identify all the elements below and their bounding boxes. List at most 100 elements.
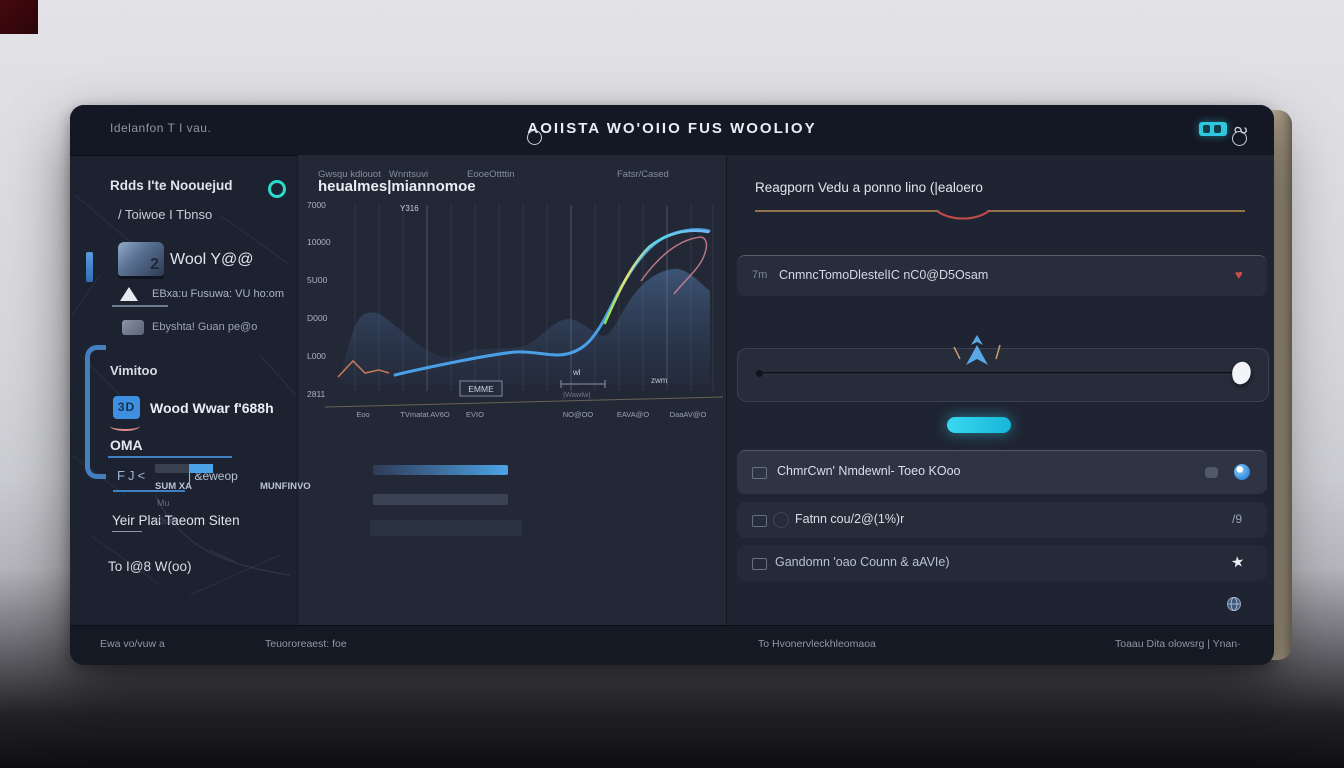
annotation-mid-sub: |Wawlw|: [563, 390, 590, 399]
app-header: Idelanfon T I vau. AOIISTA WO'OIIO FUS W…: [70, 105, 1274, 156]
y-tick: L000: [307, 351, 326, 361]
mini-progress-fill: [189, 464, 213, 473]
sidebar-section-label: Vimitoo: [110, 363, 158, 378]
header-left-text: Idelanfon T I vau.: [110, 121, 212, 135]
star-icon[interactable]: ★: [1229, 553, 1246, 572]
link-icon[interactable]: [1233, 121, 1249, 137]
blue-circle-icon[interactable]: [1234, 464, 1250, 480]
monitor-badge: 2: [150, 256, 159, 273]
fj-icon: FJ<: [117, 468, 149, 483]
link-underline: [112, 531, 142, 532]
sidebar-item-sources[interactable]: EBxa:u Fusuwa: VU ho:om: [152, 288, 285, 300]
area-series: [340, 268, 710, 385]
list-item-text: Fatnn cou/2@(1%)r: [795, 512, 905, 526]
breadcrumb[interactable]: / Toiwoe I Tbnso: [118, 207, 213, 222]
toggle-dot: [1214, 125, 1221, 133]
image-icon: [122, 320, 144, 335]
list-item-text: ChmrCwn' Nmdewnl- Toeo KOoo: [777, 464, 961, 478]
card-box-icon: [752, 467, 767, 479]
footer-text-2: Teuororeaest: foe: [265, 638, 347, 650]
status-ring-icon[interactable]: [268, 180, 286, 198]
sidebar-item-oma[interactable]: OMA: [110, 437, 143, 453]
cyan-pill-button[interactable]: [947, 417, 1011, 433]
stat-sub-2: S0um: [153, 516, 177, 526]
corner-decoration: [0, 0, 38, 34]
active-underline: [108, 456, 232, 458]
slider-track[interactable]: [755, 372, 1245, 375]
stats-decoration-curve: [154, 494, 291, 576]
performance-chart[interactable]: 7000 10000 5U00 D000 L000 2811 Y316 EMME…: [305, 195, 726, 430]
active-item-bracket: [85, 345, 106, 479]
x-tick: DaaAV@O: [670, 410, 707, 419]
chart-panel-title: heualmes|miannomoe: [318, 178, 476, 195]
right-panel-options-icon[interactable]: [1232, 131, 1247, 146]
active-underline: [113, 490, 185, 492]
footer-text-1: Ewa vo/vuw a: [100, 638, 165, 650]
ghost-icon[interactable]: [1205, 467, 1218, 478]
app-window: Idelanfon T I vau. AOIISTA WO'OIIO FUS W…: [70, 105, 1274, 665]
header-toggle[interactable]: [1199, 122, 1227, 136]
footer-text-3: To Hvonervleckhleomaoa: [758, 638, 876, 650]
triangle-icon: [120, 287, 138, 301]
page-title: AOIISTA WO'OIIO FUS WOOLIOY: [527, 120, 817, 137]
list-item-right-text: /9: [1232, 512, 1243, 526]
y-tick: 7000: [307, 200, 326, 210]
annotation-box: [459, 380, 503, 397]
sidebar-link-plan[interactable]: Yeir Plai Taeom Siten: [112, 513, 240, 528]
card-box-icon: [752, 515, 767, 527]
list-item-text: Gandomn 'oao Counn & aAVIe): [775, 555, 950, 569]
x-tick: EVIO: [466, 410, 484, 419]
sidebar-item-gallery[interactable]: Ebyshta! Guan pe@o: [152, 321, 258, 333]
footer-text-4: Toaau Dita olowsrg | Ynan·: [1115, 638, 1241, 650]
accent-line-series: [337, 359, 390, 378]
tab-details[interactable]: EooeOttttin: [467, 169, 515, 180]
stat-sub-1: Mu: [157, 498, 170, 508]
y-tick: D000: [307, 313, 328, 323]
y-tick: 5U00: [307, 275, 328, 285]
stat-label-left: SUM XA: [155, 481, 192, 492]
card-box-icon: [752, 558, 767, 570]
sidebar-accent-strip: [86, 252, 93, 282]
annotation-box-label: EMME: [468, 384, 494, 394]
y-tick: 10000: [307, 237, 331, 247]
card-text: CnmncTomoDlestelIC nC0@D5Osam: [779, 268, 989, 282]
monitor-icon: 2: [118, 242, 164, 276]
list-item[interactable]: ChmrCwn' Nmdewnl- Toeo KOoo: [737, 450, 1267, 494]
slider-start-dot: [756, 370, 763, 377]
stat-label-right: MUNFINVO: [260, 481, 311, 492]
sidebar-item-active[interactable]: Wood Wwar f'688h: [150, 400, 274, 416]
right-panel-title: Reagporn Vedu a ponno lino (|ealoero: [755, 180, 983, 195]
rainbow-line-series: [603, 229, 710, 325]
tab-metrics[interactable]: Wnntsuvi: [389, 169, 429, 180]
vline-label: Y316: [400, 204, 419, 213]
slider-marker-icon[interactable]: [950, 333, 1006, 369]
tan-divider: [755, 210, 1245, 220]
sidebar-item-tools[interactable]: Wool Y@@: [170, 251, 254, 268]
3d-icon: 3D: [113, 396, 140, 419]
column-divider: [297, 155, 298, 625]
card-prefix: 7m: [752, 269, 768, 281]
x-axis-line: [324, 396, 724, 408]
accent-swoosh: [110, 421, 140, 431]
notification-card[interactable]: 7m CnmncTomoDlestelIC nC0@D5Osam ♥: [737, 255, 1267, 296]
x-tick: EAVA@O: [617, 410, 650, 419]
heart-icon[interactable]: ♥: [1235, 267, 1243, 282]
tab-overview[interactable]: Gwsqu kdlouot: [318, 169, 381, 180]
phone-icon: [773, 512, 789, 528]
x-tick: TVmatat AV6O: [400, 410, 450, 419]
sidebar-item-dashboard[interactable]: Rdds I'te Noouejud: [110, 178, 233, 193]
x-tick: NO@OO: [563, 410, 594, 419]
globe-icon[interactable]: [1226, 596, 1242, 612]
slider-card: [737, 348, 1269, 402]
summary-bar-3: [370, 520, 522, 536]
summary-bar-1: [373, 465, 508, 475]
column-divider: [726, 155, 727, 625]
list-item[interactable]: Gandomn 'oao Counn & aAVIe) ★: [737, 545, 1267, 581]
summary-bar-2: [373, 494, 508, 505]
panel-options-icon[interactable]: [527, 130, 542, 145]
list-item[interactable]: Fatnn cou/2@(1%)r /9: [737, 502, 1267, 538]
pink-line-series: [640, 236, 708, 295]
chart-panel-background: [297, 155, 726, 625]
sidebar-link-wroog[interactable]: To I@8 W(oo): [108, 559, 192, 574]
tab-faster[interactable]: Fatsr/Cased: [617, 169, 669, 180]
